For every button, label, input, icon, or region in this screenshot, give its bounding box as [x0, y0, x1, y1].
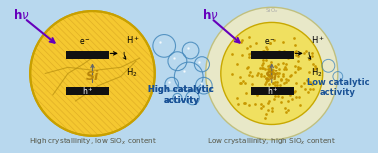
- Text: e$^-$: e$^-$: [79, 38, 91, 47]
- Bar: [66, 87, 110, 95]
- Text: High catalytic
activity: High catalytic activity: [148, 85, 214, 104]
- Text: H$_2$: H$_2$: [127, 67, 138, 79]
- Text: h$\nu$: h$\nu$: [13, 8, 30, 22]
- Text: Low catalytic
activity: Low catalytic activity: [307, 78, 369, 97]
- Text: H$_2$: H$_2$: [311, 67, 323, 79]
- Ellipse shape: [30, 11, 155, 136]
- Bar: [251, 51, 294, 59]
- Text: Si: Si: [265, 70, 278, 83]
- Text: Si: Si: [86, 70, 99, 83]
- Text: h$\nu$: h$\nu$: [202, 8, 218, 22]
- Text: H$^+$: H$^+$: [127, 35, 140, 46]
- Text: e$^-$: e$^-$: [264, 38, 276, 47]
- Ellipse shape: [206, 7, 338, 140]
- Ellipse shape: [221, 22, 323, 125]
- Text: High catalytic
activity: High catalytic activity: [148, 85, 214, 105]
- Text: High crystallinity, low SiO$_x$ content: High crystallinity, low SiO$_x$ content: [29, 137, 156, 147]
- Text: h$^+$: h$^+$: [82, 85, 94, 97]
- Text: SiO$_x$: SiO$_x$: [265, 6, 279, 15]
- Text: H$^+$: H$^+$: [311, 35, 325, 46]
- Text: h$^+$: h$^+$: [267, 85, 279, 97]
- Bar: [251, 87, 294, 95]
- Text: Low crystallinity, high SiO$_x$ content: Low crystallinity, high SiO$_x$ content: [207, 137, 336, 147]
- Bar: [66, 51, 110, 59]
